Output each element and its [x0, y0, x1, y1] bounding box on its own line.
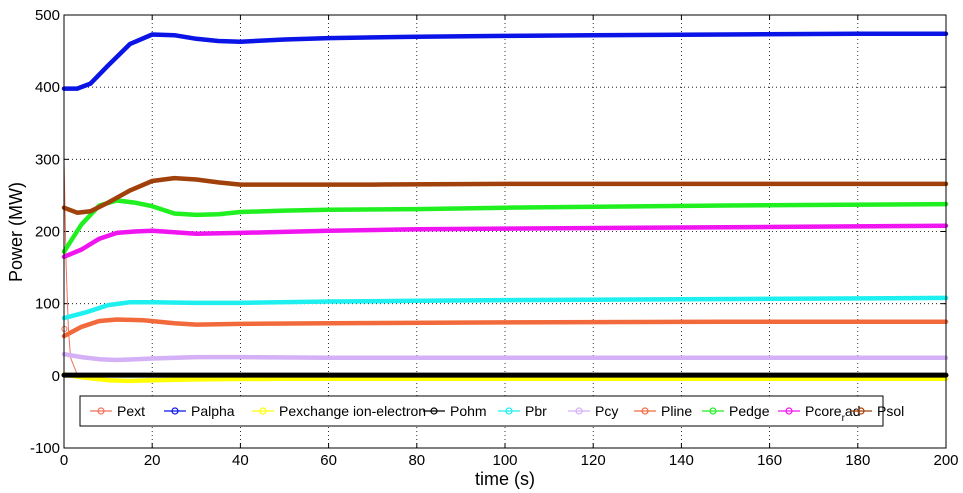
- y-tick-label: 300: [35, 151, 60, 168]
- series-line-pbr: [61, 295, 949, 321]
- y-tick-labels: -100 0 100 200 300 400 500: [30, 7, 60, 457]
- legend-label-text: Pbr: [525, 403, 547, 419]
- x-tick-label: 160: [757, 452, 782, 469]
- x-tick-label: 80: [408, 452, 425, 469]
- legend-label-psol: Psol: [877, 403, 904, 419]
- legend-label-text: Pcore: [805, 403, 842, 419]
- x-tick-label: 100: [492, 452, 517, 469]
- x-tick-label: 60: [320, 452, 337, 469]
- legend-label-text: Pcy: [595, 403, 618, 419]
- legend-label-text: Psol: [877, 403, 904, 419]
- legend-label-text: Pedge: [729, 403, 770, 419]
- y-tick-label: 500: [35, 7, 60, 24]
- legend-marker-pcy: [575, 407, 583, 415]
- legend-label-palpha: Palpha: [191, 403, 235, 419]
- y-axis-label: Power (MW): [6, 182, 26, 282]
- x-tick-label: 40: [232, 452, 249, 469]
- y-tick-label: 100: [35, 296, 60, 313]
- legend-label-pohm: Pohm: [450, 403, 487, 419]
- x-tick-label: 120: [581, 452, 606, 469]
- x-axis-label: time (s): [475, 469, 535, 489]
- legend-marker-pexchange-ion-electron: [259, 407, 267, 415]
- legend-label-pcoread: Pcorerad: [805, 403, 861, 424]
- legend-marker-palpha: [171, 407, 179, 415]
- legend: Pext Palpha Pexchange ion-electron Pohm Pbr P…: [79, 395, 904, 427]
- series-line-pexchange-ion-electron: [61, 372, 949, 384]
- y-tick-label: 200: [35, 224, 60, 241]
- legend-label-pext: Pext: [117, 403, 145, 419]
- series-line-pcy: [61, 351, 949, 363]
- legend-label-pbr: Pbr: [525, 403, 547, 419]
- x-tick-label: 200: [933, 452, 958, 469]
- series-line-pline: [61, 317, 949, 339]
- legend-marker-pext: [97, 407, 105, 415]
- legend-label-text: Pext: [117, 403, 145, 419]
- legend-label-pline: Pline: [661, 403, 692, 419]
- x-tick-label: 0: [60, 452, 68, 469]
- x-tick-labels: 0 20 40 60 80 100 120 140 160 180 200: [60, 452, 959, 469]
- y-tick-label: 0: [52, 368, 60, 385]
- series-line-palpha: [61, 31, 949, 91]
- legend-label-text: Palpha: [191, 403, 235, 419]
- legend-marker-pline: [641, 407, 649, 415]
- legend-marker-pcoread: [785, 407, 793, 415]
- series-lines: [61, 31, 949, 384]
- x-tick-label: 20: [144, 452, 161, 469]
- legend-label-text: Pline: [661, 403, 692, 419]
- x-tick-label: 180: [845, 452, 870, 469]
- legend-marker-psol: [857, 407, 865, 415]
- y-tick-label: -100: [30, 440, 60, 457]
- legend-label-text: Pexchange ion-electron: [279, 403, 426, 419]
- series-line-psol: [61, 175, 949, 215]
- legend-marker-pedge: [709, 407, 717, 415]
- series-line-pcore-rad: [61, 223, 949, 260]
- legend-box: [79, 395, 884, 427]
- plot-frame: [63, 14, 947, 449]
- legend-label-subscript: r: [842, 413, 846, 424]
- x-tick-label: 140: [669, 452, 694, 469]
- legend-marker-pohm: [430, 407, 438, 415]
- legend-label-pcy: Pcy: [595, 403, 618, 419]
- legend-marker-pbr: [505, 407, 513, 415]
- y-tick-label: 400: [35, 79, 60, 96]
- legend-label-pedge: Pedge: [729, 403, 770, 419]
- legend-label-pexchange-ion-electron: Pexchange ion-electron: [279, 403, 426, 419]
- legend-label-text: Pohm: [450, 403, 487, 419]
